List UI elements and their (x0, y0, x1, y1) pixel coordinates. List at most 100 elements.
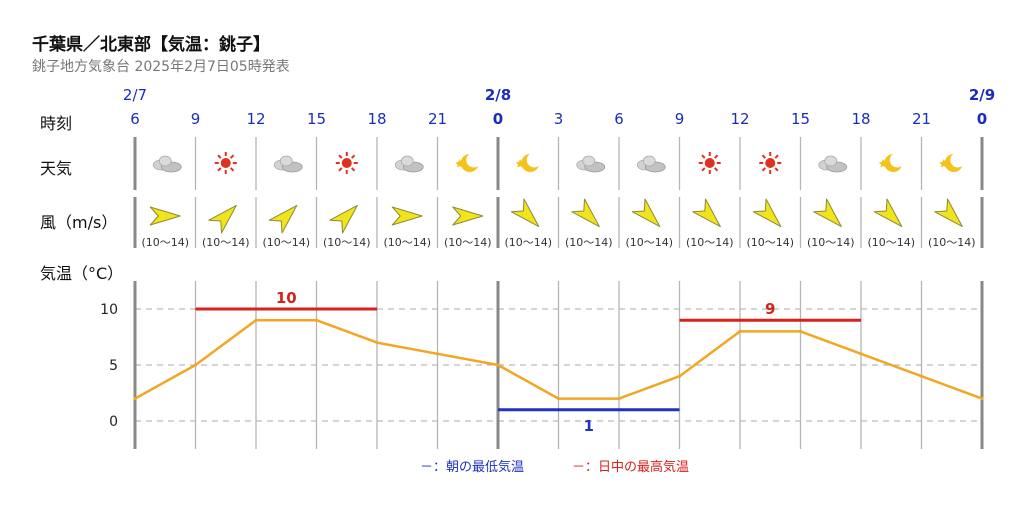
moon-icon (878, 152, 905, 172)
wind-arrow-shape (510, 198, 540, 228)
wind-arrow-icon (329, 204, 358, 234)
wind-speed-label: (10～14) (202, 236, 250, 249)
sun-ray (774, 154, 779, 159)
wind-arrow-shape (571, 198, 600, 228)
wind-speed-label: (10～14) (141, 236, 189, 249)
wind-speed-label: (10～14) (807, 236, 855, 249)
wind-speed-label: (10～14) (323, 236, 371, 249)
hour-label: 6 (130, 110, 140, 128)
temperature-point (980, 397, 984, 401)
wind-arrow-shape (268, 204, 298, 234)
sun-ray (229, 167, 235, 172)
sun-ray (229, 154, 235, 159)
wind-arrow-shape (692, 198, 721, 228)
moon-shadow (526, 152, 542, 168)
star-shape (878, 159, 888, 168)
wind-speed-label: (10～14) (686, 236, 734, 249)
wind-arrow-icon (692, 198, 721, 228)
wind-arrow-icon (452, 206, 484, 226)
temperature-point (617, 397, 621, 401)
hour-label: 21 (912, 110, 931, 128)
wind-speed-label: (10～14) (867, 236, 915, 249)
row-label-temp: 気温（°C） (40, 264, 124, 283)
y-tick-label: 0 (109, 414, 118, 430)
star-shape (455, 159, 465, 168)
temperature-point (254, 318, 258, 322)
cloud-puff (824, 155, 838, 167)
wind-speed-label: (10～14) (504, 236, 552, 249)
wind-arrow-icon (268, 204, 298, 234)
date-label: 2/7 (123, 86, 147, 104)
min-temp-label: 1 (584, 417, 594, 435)
cloud-icon (273, 155, 303, 173)
wind-arrow-shape (149, 206, 181, 226)
date-label: 2/9 (969, 86, 995, 104)
moon-shadow (889, 152, 905, 168)
wind-arrow-icon (813, 198, 842, 228)
wind-speed-label: (10～14) (565, 236, 613, 249)
legend-min-temp: －：朝の最低気温 (420, 460, 525, 475)
cloud-puff (279, 155, 293, 167)
hour-label: 0 (977, 110, 987, 128)
temperature-point (859, 352, 863, 356)
wind-speed-label: (10～14) (444, 236, 492, 249)
wind-arrow-shape (934, 198, 963, 228)
wind-arrow-shape (873, 198, 903, 228)
row-label-time: 時刻 (40, 114, 73, 133)
sun-icon (759, 152, 782, 174)
wind-arrow-icon (149, 206, 181, 226)
wind-arrow-shape (208, 204, 237, 234)
sun-ray (350, 167, 356, 172)
wind-arrow-icon (571, 198, 600, 228)
hour-label: 9 (675, 110, 685, 128)
wind-arrow-icon (208, 204, 237, 234)
temperature-point (798, 329, 803, 333)
sun-ray (774, 167, 779, 172)
cloud-icon (152, 155, 182, 173)
wind-arrow-shape (329, 204, 358, 234)
wind-speed-label: (10～14) (625, 236, 673, 249)
hour-label: 12 (246, 110, 265, 128)
sun-ray (338, 167, 343, 172)
cloud-puff (582, 155, 596, 167)
sun-ray (713, 154, 719, 159)
sun-disc (220, 158, 231, 168)
sun-ray (713, 167, 719, 172)
temperature-point (314, 318, 319, 322)
page-title: 千葉県／北東部【気温：銚子】 (32, 35, 270, 55)
wind-arrow-icon (873, 198, 903, 228)
moon-icon (515, 152, 542, 172)
wind-arrow-icon (510, 198, 540, 228)
wind-speed-label: (10～14) (262, 236, 310, 249)
moon-shadow (950, 152, 966, 168)
star-shape (939, 159, 949, 168)
temperature-point (496, 363, 500, 367)
wind-arrow-shape (813, 198, 842, 228)
sun-disc (765, 158, 776, 168)
hour-label: 3 (554, 110, 564, 128)
sun-ray (338, 154, 343, 159)
cloud-icon (636, 155, 666, 173)
moon-shadow (466, 152, 482, 168)
sun-ray (761, 154, 767, 159)
y-tick-label: 10 (100, 302, 118, 318)
hour-label: 15 (791, 110, 810, 128)
hour-label: 15 (307, 110, 326, 128)
moon-icon (939, 152, 966, 172)
temperature-point (677, 374, 682, 378)
page-subtitle: 銚子地方気象台 2025年2月7日05時発表 (32, 59, 290, 75)
sun-ray (701, 154, 706, 159)
sun-ray (761, 167, 767, 172)
date-label: 2/8 (485, 86, 511, 104)
wind-arrow-shape (391, 206, 423, 226)
wind-speed-label: (10～14) (383, 236, 431, 249)
sun-disc (341, 158, 352, 168)
legend-max-temp: －：日中の最高気温 (572, 460, 690, 475)
cloud-icon (576, 155, 606, 173)
sun-icon (214, 152, 237, 174)
temperature-point (919, 374, 924, 378)
temperature-point (556, 397, 561, 401)
hour-label: 9 (191, 110, 201, 128)
wind-arrow-shape (452, 206, 484, 226)
